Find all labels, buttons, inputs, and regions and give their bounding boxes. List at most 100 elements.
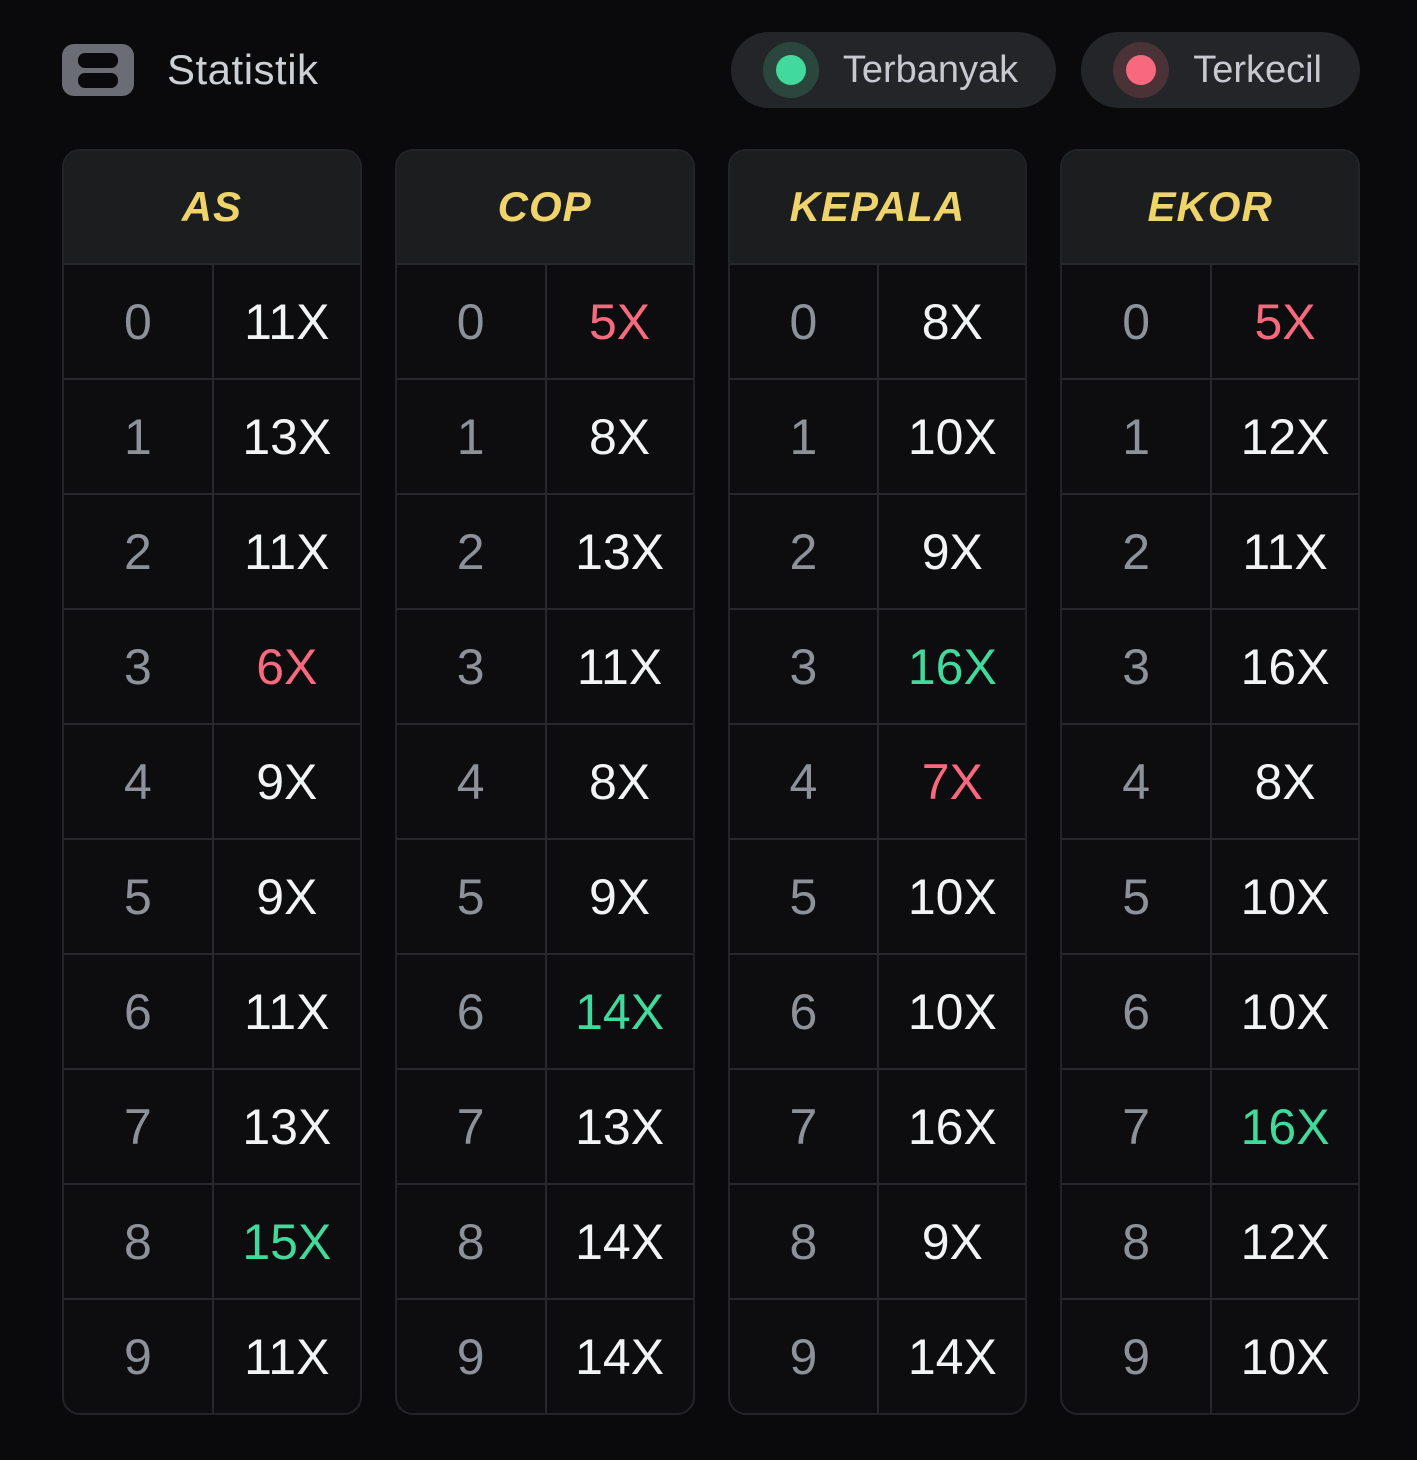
multiplier-cell: 13X [211, 1070, 360, 1183]
table-row: 4 8X [396, 723, 693, 838]
table-row: 9 14X [396, 1298, 693, 1413]
table-row: 5 9X [396, 838, 693, 953]
table-title: COP [396, 151, 693, 263]
digit-cell: 7 [1122, 1098, 1151, 1155]
topbar: Statistik Terbanyak Terkecil [62, 32, 1360, 108]
digit-cell: 9 [456, 1328, 485, 1385]
multiplier-cell: 9X [877, 1185, 1025, 1298]
digit-cell: 6 [456, 983, 485, 1040]
green-dot-icon [775, 55, 806, 85]
multiplier-cell: 5X [544, 265, 693, 378]
multiplier-cell: 16X [877, 1070, 1025, 1183]
table-row: 3 16X [1062, 608, 1358, 723]
digit-cell: 6 [789, 983, 818, 1040]
table-row: 6 14X [396, 953, 693, 1068]
table-row: 0 5X [1062, 263, 1358, 378]
multiplier-cell: 5X [1210, 265, 1358, 378]
table-row: 1 12X [1062, 378, 1358, 493]
multiplier-cell: 8X [877, 265, 1025, 378]
table-row: 7 16X [1062, 1068, 1358, 1183]
table-title: EKOR [1062, 151, 1358, 263]
multiplier-cell: 10X [1210, 840, 1358, 953]
digit-cell: 2 [1122, 523, 1151, 580]
table-title: KEPALA [729, 151, 1026, 263]
table-row: 0 8X [729, 263, 1026, 378]
digit-cell: 9 [1122, 1328, 1151, 1385]
table-row: 2 13X [396, 493, 693, 608]
digit-cell: 9 [124, 1328, 152, 1385]
multiplier-cell: 14X [544, 1185, 693, 1298]
multiplier-cell: 11X [1210, 495, 1358, 608]
digit-cell: 4 [456, 753, 485, 810]
digit-cell: 8 [789, 1213, 818, 1270]
table-row: 7 13X [64, 1068, 360, 1183]
multiplier-cell: 9X [877, 495, 1025, 608]
digit-cell: 1 [789, 408, 818, 465]
digit-cell: 5 [1122, 868, 1151, 925]
table-row: 5 9X [64, 838, 360, 953]
multiplier-cell: 14X [544, 955, 693, 1068]
table-row: 5 10X [729, 838, 1026, 953]
digit-cell: 5 [789, 868, 818, 925]
legend-terbanyak[interactable]: Terbanyak [730, 32, 1057, 108]
stat-table-cop: COP 0 5X 1 8X 2 13X 3 11X 4 8X 5 9X 6 14X 7 13X 8 14X 9 14X [394, 149, 695, 1415]
digit-cell: 8 [456, 1213, 485, 1270]
table-row: 1 10X [729, 378, 1026, 493]
digit-cell: 4 [1122, 753, 1151, 810]
digit-cell: 1 [456, 408, 485, 465]
digit-cell: 7 [124, 1098, 152, 1155]
table-row: 3 11X [396, 608, 693, 723]
table-row: 9 14X [729, 1298, 1026, 1413]
digit-cell: 5 [124, 868, 152, 925]
rows-icon-bar [78, 72, 118, 88]
digit-cell: 5 [456, 868, 485, 925]
multiplier-cell: 13X [544, 495, 693, 608]
digit-cell: 4 [124, 753, 152, 810]
legend-terkecil[interactable]: Terkecil [1081, 32, 1360, 108]
multiplier-cell: 15X [211, 1185, 360, 1298]
digit-cell: 1 [124, 408, 152, 465]
statistics-tables: AS 0 11X 1 13X 2 11X 3 6X 4 9X 5 9X 6 11X 7 13X 8 15X 9 11X C… [62, 149, 1360, 1415]
digit-cell: 2 [789, 523, 818, 580]
rows-icon [62, 44, 134, 96]
multiplier-cell: 10X [877, 955, 1025, 1068]
stat-table-kepala: KEPALA 0 8X 1 10X 2 9X 3 16X 4 7X 5 10X 6 10X 7 16X 8 9X 9 1… [727, 149, 1028, 1415]
digit-cell: 2 [456, 523, 485, 580]
table-row: 4 7X [729, 723, 1026, 838]
table-row: 5 10X [1062, 838, 1358, 953]
digit-cell: 0 [456, 293, 485, 350]
table-row: 0 11X [64, 263, 360, 378]
table-row: 4 8X [1062, 723, 1358, 838]
table-row: 1 8X [396, 378, 693, 493]
table-title: AS [64, 151, 360, 263]
multiplier-cell: 12X [1210, 1185, 1358, 1298]
legend-terbanyak-label: Terbanyak [842, 48, 1019, 91]
multiplier-cell: 10X [877, 380, 1025, 493]
table-row: 2 9X [729, 493, 1026, 608]
multiplier-cell: 13X [211, 380, 360, 493]
table-row: 9 11X [64, 1298, 360, 1413]
multiplier-cell: 13X [544, 1070, 693, 1183]
multiplier-cell: 10X [1210, 1300, 1358, 1413]
stat-table-ekor: EKOR 0 5X 1 12X 2 11X 3 16X 4 8X 5 10X 6 10X 7 16X 8 12X 9 1… [1060, 149, 1360, 1415]
digit-cell: 0 [124, 293, 152, 350]
multiplier-cell: 9X [211, 840, 360, 953]
digit-cell: 1 [1122, 408, 1151, 465]
digit-cell: 0 [789, 293, 818, 350]
digit-cell: 9 [789, 1328, 818, 1385]
multiplier-cell: 14X [877, 1300, 1025, 1413]
digit-cell: 7 [789, 1098, 818, 1155]
multiplier-cell: 8X [544, 380, 693, 493]
legend: Terbanyak Terkecil [730, 32, 1360, 108]
multiplier-cell: 11X [211, 265, 360, 378]
multiplier-cell: 8X [1210, 725, 1358, 838]
multiplier-cell: 9X [211, 725, 360, 838]
multiplier-cell: 14X [544, 1300, 693, 1413]
multiplier-cell: 9X [544, 840, 693, 953]
digit-cell: 6 [124, 983, 152, 1040]
table-row: 8 14X [396, 1183, 693, 1298]
table-row: 8 12X [1062, 1183, 1358, 1298]
title-group: Statistik [62, 44, 319, 96]
multiplier-cell: 6X [211, 610, 360, 723]
table-row: 6 10X [1062, 953, 1358, 1068]
